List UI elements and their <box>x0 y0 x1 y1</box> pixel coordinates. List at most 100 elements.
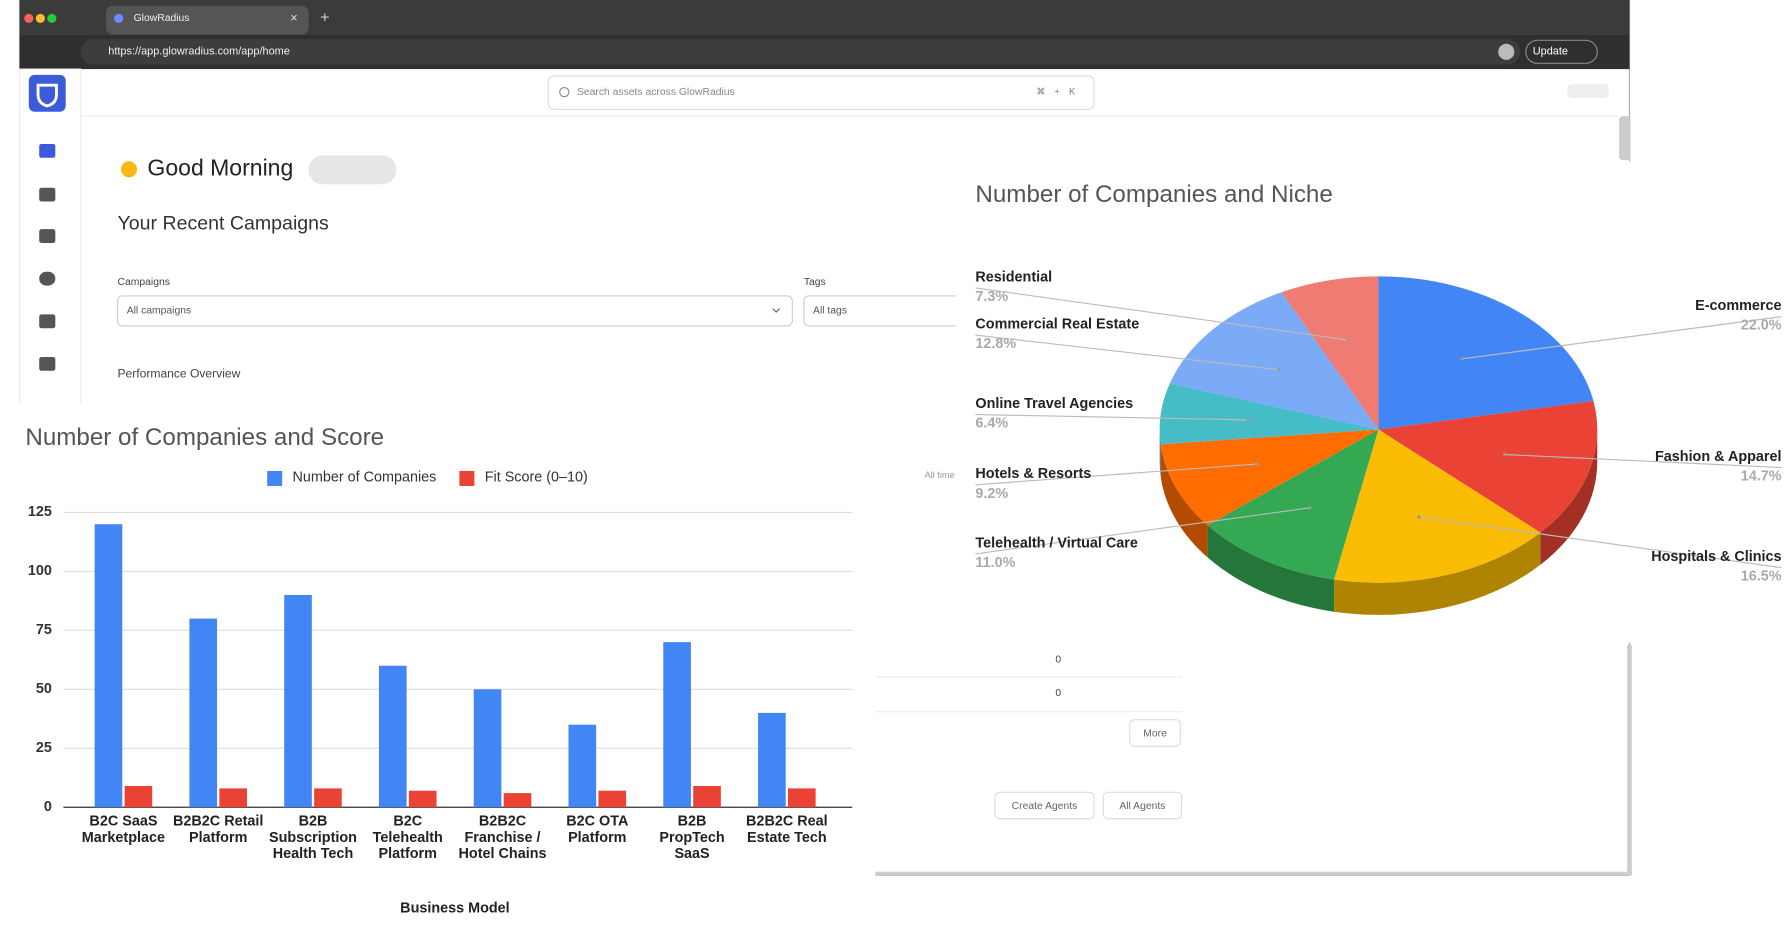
leader-line <box>975 413 1248 421</box>
filter-select[interactable] <box>116 295 793 327</box>
pie-label: Telehealth / Virtual Care <box>975 535 1137 551</box>
bar <box>598 790 627 808</box>
y-tick-label: 0 <box>44 799 52 815</box>
pie-slice-side <box>1160 444 1208 558</box>
button[interactable] <box>1102 791 1183 820</box>
bar <box>408 790 437 808</box>
tab-close[interactable]: × <box>290 11 297 25</box>
pie-value-label: 11.0% <box>975 555 1015 571</box>
leader-dot <box>1277 367 1281 372</box>
filter-value: All campaigns <box>127 306 192 317</box>
tab-icon <box>114 13 124 24</box>
nav-icon[interactable] <box>39 187 56 202</box>
x-tick-label: B2B2C Retail Platform <box>172 812 264 846</box>
pie-slice <box>1159 383 1379 445</box>
bar <box>787 788 816 808</box>
nav-icon[interactable] <box>39 314 56 329</box>
y-tick-label: 75 <box>36 622 52 638</box>
nav-icon[interactable] <box>39 229 56 243</box>
pie-slice <box>1169 292 1379 430</box>
legend-swatch <box>267 470 283 486</box>
leader-line <box>1504 453 1782 469</box>
scrollbar <box>1619 116 1631 161</box>
chart-panel <box>0 403 876 927</box>
pie-value-label: 14.7% <box>1741 469 1782 485</box>
leader-dot <box>1503 452 1507 457</box>
leader-dot <box>1460 357 1464 361</box>
nav-icon[interactable] <box>39 271 56 286</box>
blurred-name <box>308 155 397 185</box>
x-tick-label: B2C OTA Platform <box>566 812 629 846</box>
update-button[interactable] <box>1525 39 1598 64</box>
legend-label: Number of Companies <box>293 470 437 486</box>
time-range: All time <box>925 470 955 480</box>
filter-label: Campaigns <box>118 277 170 288</box>
pie-slice <box>1281 276 1379 430</box>
pie-value-label: 7.3% <box>975 289 1008 305</box>
x-axis-label: Business Model <box>400 900 509 916</box>
bar <box>663 642 691 808</box>
leader-dot <box>1255 462 1259 466</box>
chart-title: Number of Companies and Niche <box>975 181 1332 208</box>
bar <box>124 786 153 808</box>
nav-icon[interactable] <box>39 356 56 371</box>
search-icon <box>559 86 570 98</box>
shortcut-key: + <box>1054 87 1059 97</box>
x-tick-label-box: B2C SaaS Marketplace <box>82 813 165 845</box>
x-tick-label: B2B2C Real Estate Tech <box>746 812 828 846</box>
x-tick-label-box: B2B Subscription Health Tech <box>268 812 357 862</box>
pie-slice-side <box>1334 532 1541 615</box>
pie-slice <box>1207 429 1379 580</box>
leader-dot <box>1417 515 1421 519</box>
leader-dot <box>1246 418 1250 422</box>
pie-slice-side <box>1207 525 1335 612</box>
search-box[interactable] <box>547 75 1095 110</box>
select-chevron <box>772 308 781 313</box>
y-tick-label: 25 <box>36 740 52 756</box>
x-tick-label-box: B2C OTA Platform <box>566 812 629 846</box>
bar <box>219 788 247 808</box>
x-tick-label-box: B2B2C Franchise / Hotel Chains <box>459 813 547 861</box>
leader-dot <box>1308 506 1312 510</box>
leader-line <box>975 507 1310 555</box>
section-title: Your Recent Campaigns <box>118 213 330 235</box>
new-tab[interactable]: + <box>320 9 329 27</box>
x-tick-label-box: B2B2C Real Estate Tech <box>746 812 828 846</box>
window-control[interactable] <box>24 13 34 24</box>
x-tick-label: B2B Subscription Health Tech <box>268 812 357 862</box>
window-control[interactable] <box>47 13 57 24</box>
shortcut-key: K <box>1069 87 1076 97</box>
greeting-sun <box>120 161 138 178</box>
tab[interactable] <box>105 5 309 35</box>
performance-title: Performance Overview <box>118 366 241 380</box>
profile-icon[interactable] <box>1498 43 1515 60</box>
legend-label: Fit Score (0–10) <box>485 470 588 486</box>
pie-value-label: 9.2% <box>975 486 1008 502</box>
nav-icon[interactable] <box>39 143 56 158</box>
leader-line <box>1462 316 1782 360</box>
leader-dot <box>1346 338 1351 342</box>
search-placeholder: Search assets across GlowRadius <box>577 87 735 98</box>
button-label: All Agents <box>1119 801 1165 812</box>
table-value: 0 <box>1055 655 1061 666</box>
x-tick-label-box: B2C Telehealth Platform <box>373 813 443 861</box>
button[interactable] <box>994 791 1095 820</box>
x-tick-label-box: B2B2C Retail Platform <box>172 812 264 846</box>
pie-label: Fashion & Apparel <box>1655 449 1781 465</box>
pie-value-label: 6.4% <box>975 416 1008 432</box>
bar <box>378 665 407 808</box>
bar <box>503 793 532 808</box>
logo-mark <box>36 83 58 108</box>
chart-title: Number of Companies and Score <box>25 424 384 451</box>
window-right-edge <box>1627 644 1632 876</box>
address-field[interactable] <box>80 39 1521 65</box>
bar <box>314 788 342 808</box>
button[interactable] <box>1129 719 1181 747</box>
leader-line <box>975 334 1279 371</box>
button-label: More <box>1143 728 1167 739</box>
window-control[interactable] <box>35 13 45 24</box>
x-tick-label: B2B PropTech SaaS <box>659 812 725 862</box>
top-right-control[interactable] <box>1567 84 1609 98</box>
